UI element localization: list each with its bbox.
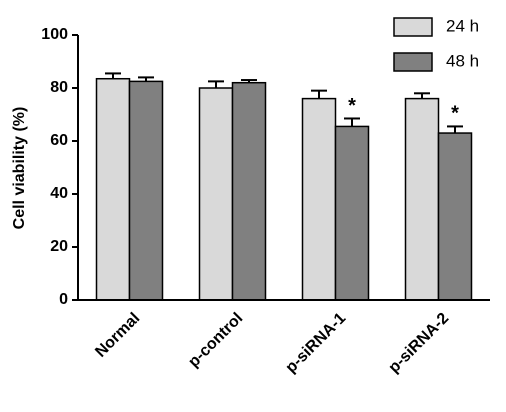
bar (334, 125, 370, 301)
bar (437, 132, 473, 301)
x-tick-label: Normal (92, 310, 143, 361)
legend-label: 24 h (446, 16, 479, 35)
bar (301, 97, 337, 301)
x-tick-label: p-siRNA-2 (386, 310, 453, 377)
x-tick-label: p-control (185, 310, 246, 371)
significance-mark: * (348, 95, 356, 117)
y-tick-label: 40 (50, 185, 68, 202)
y-tick-label: 20 (50, 238, 68, 255)
bar (231, 81, 267, 301)
y-tick-label: 0 (59, 291, 68, 308)
bar (95, 77, 131, 301)
bar (128, 80, 164, 301)
y-axis-label: Cell viability (%) (11, 107, 28, 230)
y-tick-label: 60 (50, 132, 68, 149)
x-tick-label: p-siRNA-1 (283, 310, 350, 377)
bar (404, 97, 440, 301)
legend-label: 48 h (446, 51, 479, 70)
legend-swatch (393, 17, 433, 37)
y-tick-label: 100 (41, 26, 68, 43)
significance-mark: * (451, 103, 459, 125)
legend-swatch (393, 52, 433, 72)
y-tick-label: 80 (50, 79, 68, 96)
bar (198, 87, 234, 301)
